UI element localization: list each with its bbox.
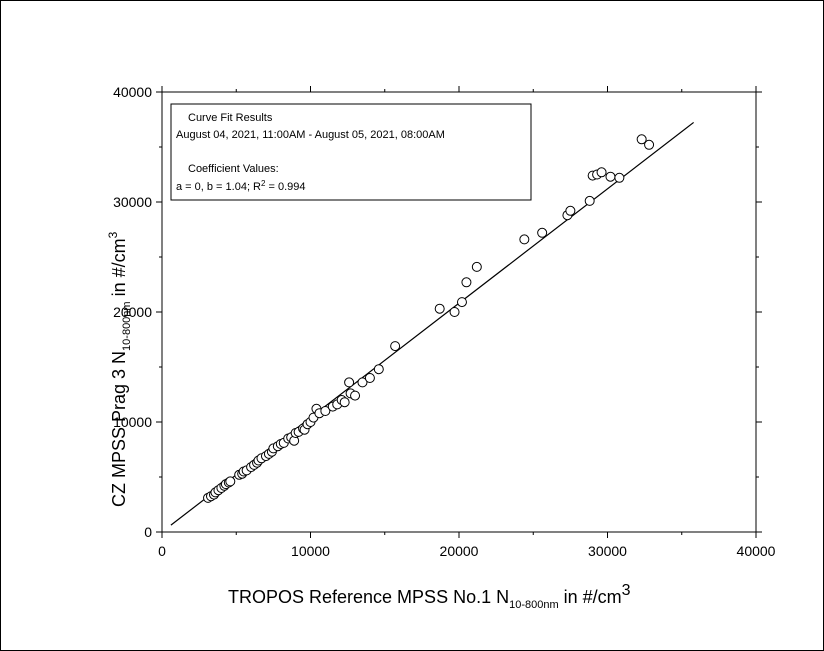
annotation-line4-suffix: = 0.994 — [265, 181, 305, 193]
y-tick-label: 0 — [144, 524, 152, 540]
data-point — [461, 277, 472, 288]
annotation-line4-prefix: a = 0, b = 1.04; R — [176, 181, 261, 193]
data-point — [449, 307, 460, 317]
data-point — [636, 134, 647, 145]
data-point — [364, 373, 375, 383]
y-tick-label: 40000 — [113, 84, 152, 100]
x-tick-label: 0 — [158, 543, 166, 559]
data-points — [203, 134, 655, 503]
data-point — [434, 303, 445, 314]
y-tick-label: 20000 — [113, 304, 152, 320]
data-point — [614, 172, 625, 183]
y-axis-label-prefix: CZ MPSS Prag 3 N — [109, 351, 129, 507]
data-point — [344, 377, 355, 388]
x-tick-label: 30000 — [588, 543, 627, 559]
data-point — [605, 171, 616, 182]
y-tick-label: 30000 — [113, 194, 152, 210]
data-point — [390, 341, 401, 352]
data-point — [565, 205, 576, 216]
tick-labels: 0 10000 20000 30000 40000 0 10000 20000 30000 400… — [113, 84, 776, 559]
data-point — [456, 297, 467, 308]
data-point — [350, 390, 361, 401]
x-axis-label-unit: in #/cm — [559, 587, 622, 607]
annotation-line1: Curve Fit Results — [188, 112, 273, 124]
x-tick-label: 10000 — [291, 543, 330, 559]
data-point — [373, 364, 384, 375]
data-point — [596, 167, 607, 178]
curve-fit-annotation: Curve Fit Results August 04, 2021, 11:00… — [170, 103, 532, 201]
y-tick-label: 10000 — [113, 414, 152, 430]
annotation-line4: a = 0, b = 1.04; R2 = 0.994 — [176, 179, 306, 194]
annotation-line2: August 04, 2021, 11:00AM - August 05, 20… — [176, 129, 445, 141]
annotation-box — [170, 103, 532, 201]
data-point — [225, 476, 236, 487]
y-axis-label: CZ MPSS Prag 3 N10-800nm in #/cm3 — [106, 231, 133, 507]
data-point — [584, 195, 595, 206]
x-axis-label-prefix: TROPOS Reference MPSS No.1 N — [228, 587, 509, 607]
x-tick-label: 20000 — [440, 543, 479, 559]
y-axis-label-superscript: 3 — [106, 231, 120, 238]
y-axis-label-subscript: 10-800nm — [121, 301, 133, 351]
data-point — [471, 261, 482, 272]
annotation-line3: Coefficient Values: — [188, 163, 279, 175]
data-point — [519, 234, 530, 245]
data-point — [537, 227, 548, 238]
axis-ticks — [156, 86, 762, 538]
annotation-line4-sup: 2 — [261, 179, 266, 188]
data-point — [320, 406, 331, 416]
data-point — [357, 377, 368, 388]
y-axis-label-unit: in #/cm — [109, 238, 129, 301]
data-point — [339, 397, 350, 408]
x-axis-label-superscript: 3 — [622, 582, 631, 599]
x-axis-label: TROPOS Reference MPSS No.1 N10-800nm in … — [228, 582, 631, 611]
x-axis-label-subscript: 10-800nm — [509, 599, 559, 611]
x-tick-label: 40000 — [737, 543, 776, 559]
data-point — [644, 139, 655, 150]
